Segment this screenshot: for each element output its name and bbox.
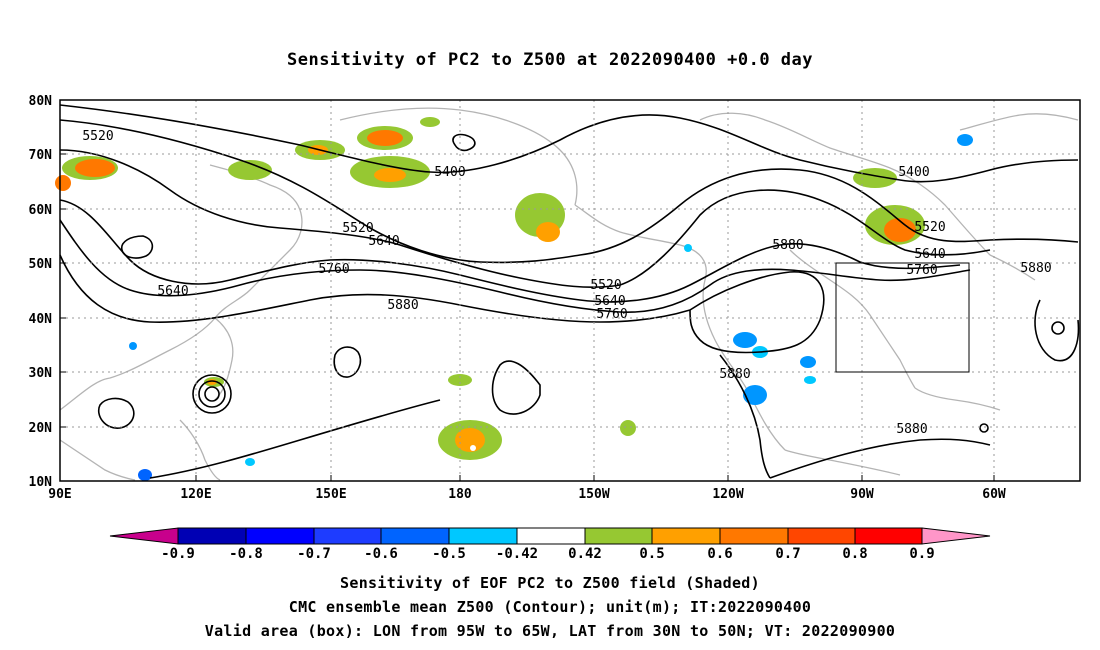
lon-label: 180 <box>448 487 472 502</box>
coastlines <box>59 107 1079 481</box>
colorbar-segment <box>516 527 586 545</box>
lon-label: 150E <box>315 487 346 502</box>
colorbar-segment <box>380 527 450 545</box>
colorbar-label: -0.6 <box>364 546 398 562</box>
contour-label: 5400 <box>434 165 465 180</box>
lat-label: 30N <box>29 366 53 381</box>
contour-label: 5640 <box>368 234 399 249</box>
colorbar-label: 0.42 <box>568 546 602 562</box>
contour-label: 5520 <box>590 278 621 293</box>
colorbar-label: -0.8 <box>229 546 263 562</box>
colorbar-segment <box>719 527 789 545</box>
contour-label: 5880 <box>719 367 750 382</box>
colorbar-segment <box>787 527 856 545</box>
contour-labels: 5520 5400 5520 5640 5760 5640 5880 5520 … <box>82 129 1051 437</box>
contour-label: 5640 <box>157 284 188 299</box>
caption-line-1: Sensitivity of EOF PC2 to Z500 field (Sh… <box>340 574 760 592</box>
lon-label: 120E <box>180 487 211 502</box>
colorbar-segment <box>448 527 518 545</box>
lon-label: 90W <box>850 487 874 502</box>
contour-label: 5880 <box>1020 261 1051 276</box>
graticule <box>60 100 1080 481</box>
colorbar-label: -0.7 <box>297 546 331 562</box>
colorbar-segment <box>245 527 315 545</box>
contour-label: 5520 <box>82 129 113 144</box>
colorbar-label: -0.42 <box>496 546 538 562</box>
colorbar-label: 0.9 <box>909 546 934 562</box>
contour-label: 5760 <box>318 262 349 277</box>
contour-label: 5880 <box>387 298 418 313</box>
lat-label: 70N <box>29 148 53 163</box>
z500-contours <box>59 104 1080 479</box>
colorbar-label: 0.7 <box>775 546 800 562</box>
lat-label: 60N <box>29 203 53 218</box>
lat-label: 10N <box>29 475 53 490</box>
lat-label: 40N <box>29 312 53 327</box>
lon-label: 120W <box>712 487 743 502</box>
sensitivity-shading <box>55 117 925 460</box>
caption-line-3: Valid area (box): LON from 95W to 65W, L… <box>204 622 896 640</box>
contour-label: 5640 <box>914 247 945 262</box>
colorbar-segment <box>313 527 382 545</box>
caption-line-2: CMC ensemble mean Z500 (Contour); unit(m… <box>288 598 812 616</box>
colorbar-segment <box>177 527 247 545</box>
colorbar <box>109 527 991 545</box>
lon-label: 60W <box>982 487 1006 502</box>
map-title: Sensitivity of PC2 to Z500 at 2022090400… <box>286 50 813 70</box>
contour-label: 5520 <box>914 220 945 235</box>
contour-label: 5760 <box>596 307 627 322</box>
contour-label: 5400 <box>898 165 929 180</box>
colorbar-min-triangle <box>109 527 179 545</box>
lon-label: 150W <box>578 487 609 502</box>
colorbar-label: 0.8 <box>842 546 867 562</box>
axis-ticks <box>60 99 995 481</box>
colorbar-label: 0.5 <box>639 546 664 562</box>
contour-label: 5520 <box>342 221 373 236</box>
colorbar-labels: -0.9 -0.8 -0.7 -0.6 -0.5 -0.42 0.42 0.5 … <box>161 546 935 562</box>
colorbar-label: 0.6 <box>707 546 732 562</box>
colorbar-segment <box>854 527 923 545</box>
contour-label: 5880 <box>772 238 803 253</box>
contour-label: 5760 <box>906 263 937 278</box>
latitude-labels: 80N 70N 60N 50N 40N 30N 20N 10N <box>29 94 53 490</box>
longitude-labels: 90E 120E 150E 180 150W 120W 90W 60W <box>48 487 1006 502</box>
colorbar-label: -0.5 <box>432 546 466 562</box>
contour-label: 5640 <box>594 294 625 309</box>
negative-shading <box>129 134 973 481</box>
valid-area-box <box>835 262 970 373</box>
lon-label: 90E <box>48 487 71 502</box>
lat-label: 80N <box>29 94 53 109</box>
colorbar-label: -0.9 <box>161 546 195 562</box>
lat-label: 50N <box>29 257 53 272</box>
lat-label: 20N <box>29 421 53 436</box>
contour-label: 5880 <box>896 422 927 437</box>
colorbar-max-triangle <box>921 527 991 545</box>
colorbar-segment <box>584 527 653 545</box>
map-frame <box>59 99 1081 482</box>
colorbar-segment <box>651 527 721 545</box>
